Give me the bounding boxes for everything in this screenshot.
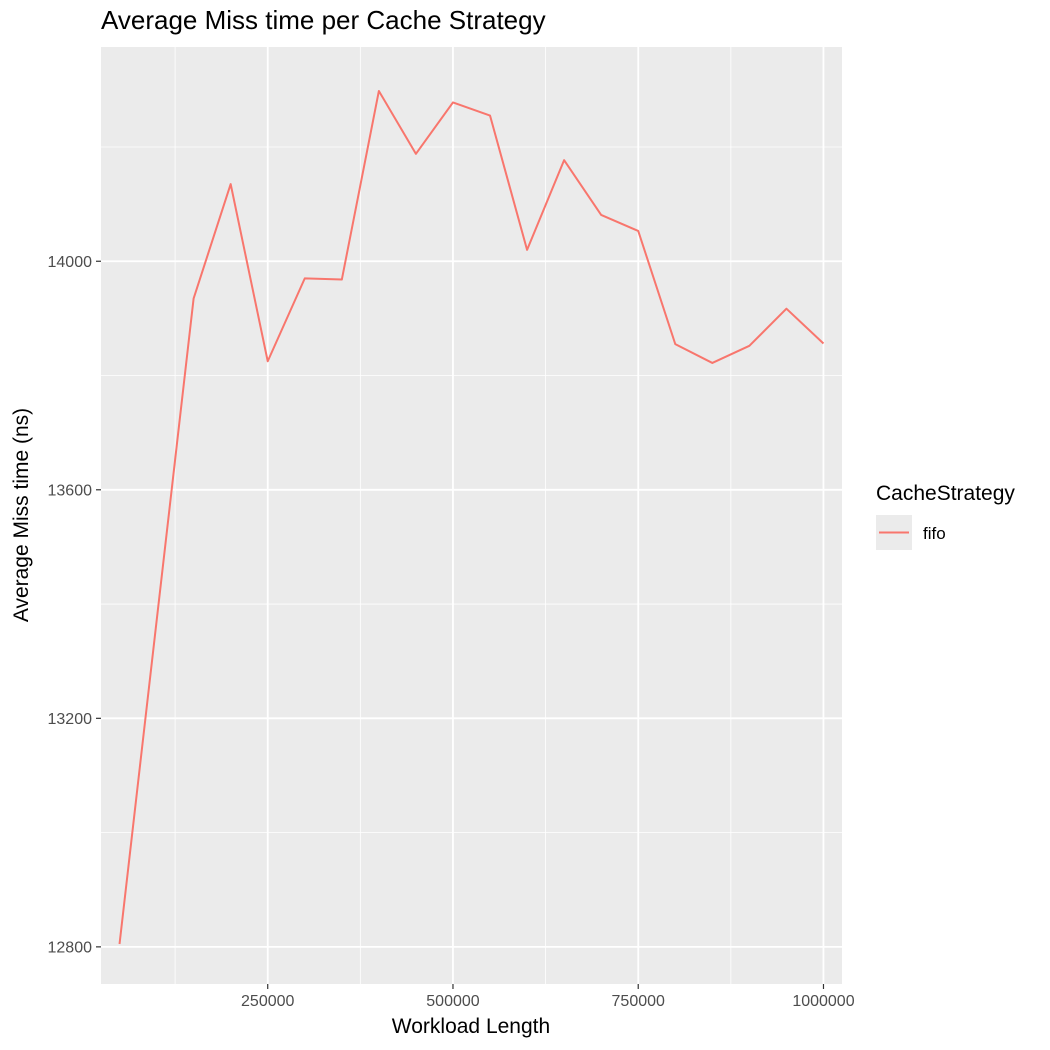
x-tick-label: 500000 — [426, 993, 479, 1010]
y-tick-label: 12800 — [48, 939, 93, 956]
x-axis: 250000 500000 750000 1000000 — [241, 984, 855, 1010]
y-tick-label: 13200 — [48, 711, 93, 728]
major-gridlines — [101, 47, 842, 984]
y-axis: 12800 13200 13600 14000 — [48, 254, 101, 956]
x-tick-label: 750000 — [612, 993, 665, 1010]
y-axis-title: Average Miss time (ns) — [10, 408, 33, 622]
x-tick-label: 250000 — [241, 993, 294, 1010]
x-tick-label: 1000000 — [792, 993, 854, 1010]
legend-label-fifo: fifo — [923, 524, 946, 543]
legend-title: CacheStrategy — [876, 482, 1015, 505]
y-tick-label: 13600 — [48, 482, 93, 499]
x-axis-title: Workload Length — [392, 1015, 550, 1038]
series-layer — [118, 89, 825, 945]
y-tick-label: 14000 — [48, 254, 93, 271]
chart-title: Average Miss time per Cache Strategy — [101, 5, 546, 35]
series-line-fifo — [118, 89, 825, 945]
legend: CacheStrategy fifo — [876, 482, 1015, 550]
